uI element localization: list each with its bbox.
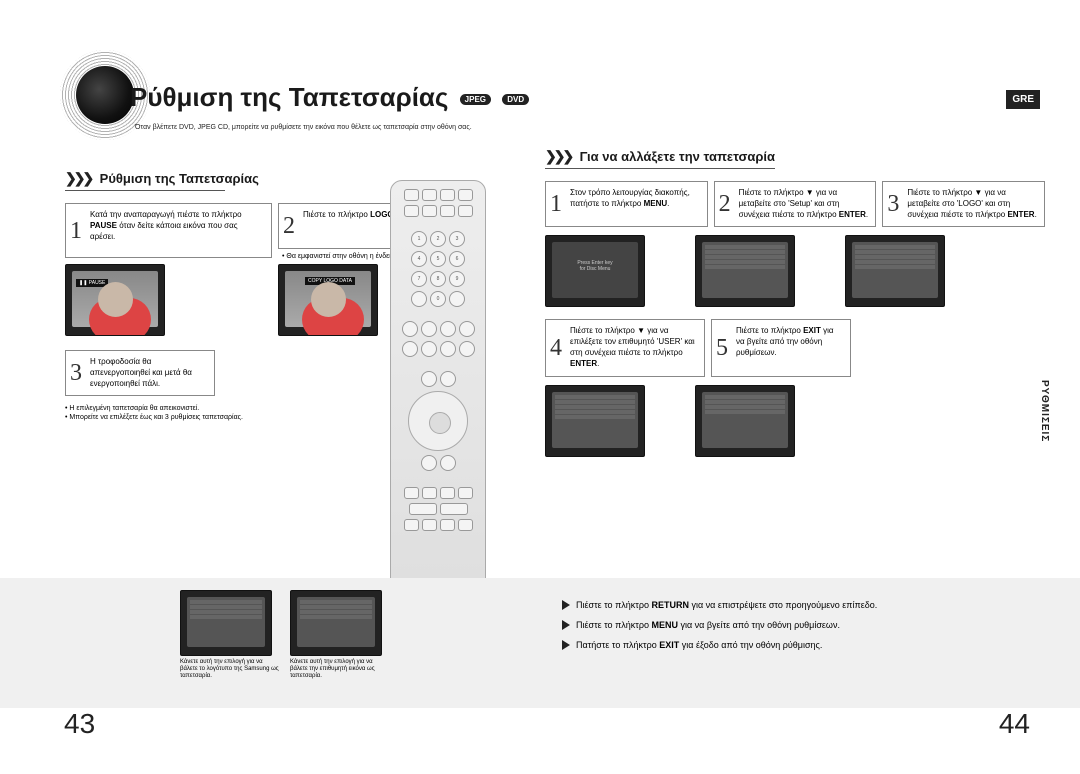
right-step-3: 3 Πιέστε το πλήκτρο ▼ για να μεταβείτε σ… (882, 181, 1045, 227)
right-step-1: 1 Στον τρόπο λειτουργίας διακοπής, πατήσ… (545, 181, 708, 227)
tv-menu-2 (695, 235, 795, 307)
band-right-arrows: Πιέστε το πλήκτρο RETURN για να επιστρέψ… (562, 600, 877, 650)
tv-pause: ❚❚ PAUSE (65, 264, 165, 336)
right-step-5: 5 Πιέστε το πλήκτρο EXIT για να βγείτε α… (711, 319, 851, 376)
language-badge: GRE (1006, 90, 1040, 109)
step-text: Πιέστε το πλήκτρο ▼ για να μεταβείτε στο… (907, 188, 1038, 220)
speaker-icon (76, 66, 134, 124)
right-step-2: 2 Πιέστε το πλήκτρο ▼ για να μεταβείτε σ… (714, 181, 877, 227)
remote-control: 123 456 789 0 SAMSUNG (390, 180, 486, 630)
page-number-left: 43 (64, 708, 95, 740)
step-text: Πιέστε το πλήκτρο ▼ για να μεταβείτε στο… (739, 188, 870, 220)
right-step-4: 4 Πιέστε το πλήκτρο ▼ για να επιλέξετε τ… (545, 319, 705, 376)
nav-pad (408, 391, 468, 451)
tv-menu-1: Press Enter key for Disc Menu (545, 235, 645, 307)
triangle-icon (562, 620, 570, 630)
header-note: Όταν βλέπετε DVD, JPEG CD, μπορείτε να ρ… (135, 124, 472, 131)
tv-menu-3 (845, 235, 945, 307)
triangle-icon (562, 640, 570, 650)
chevron-icon: ❯❯❯ (65, 170, 91, 187)
step-text: Στον τρόπο λειτουργίας διακοπής, πατήστε… (570, 188, 701, 210)
tv-menu-4 (545, 385, 645, 457)
dvd-badge: DVD (502, 94, 529, 105)
band-left-thumbs: Κάνετε αυτή την επιλογή για να βάλετε το… (180, 590, 390, 681)
step-text: Η τροφοδοσία θα απενεργοποιηθεί και μετά… (90, 357, 208, 389)
left-step-3: 3 Η τροφοδοσία θα απενεργοποιηθεί και με… (65, 350, 215, 396)
chevron-icon: ❯❯❯ (545, 148, 571, 165)
page-footer-band (0, 578, 1080, 708)
page-number-right: 44 (999, 708, 1030, 740)
tv-copylogo: COPY LOGO DATA (278, 264, 378, 336)
jpeg-badge: JPEG (460, 94, 491, 105)
left-step-1: 1 Κατά την αναπαραγωγή πιέστε το πλήκτρο… (65, 203, 272, 258)
page-title: Ρύθμιση της Ταπετσαρίας JPEG DVD (130, 82, 529, 113)
right-section-header: ❯❯❯ Για να αλλάξετε την ταπετσαρία (545, 148, 1045, 169)
tv-menu-5 (695, 385, 795, 457)
triangle-icon (562, 600, 570, 610)
step-text: Πιέστε το πλήκτρο ▼ για να επιλέξετε τον… (570, 326, 698, 369)
step-text: Κατά την αναπαραγωγή πιέστε το πλήκτρο P… (90, 210, 265, 242)
step-text: Πιέστε το πλήκτρο EXIT για να βγείτε από… (736, 326, 844, 358)
